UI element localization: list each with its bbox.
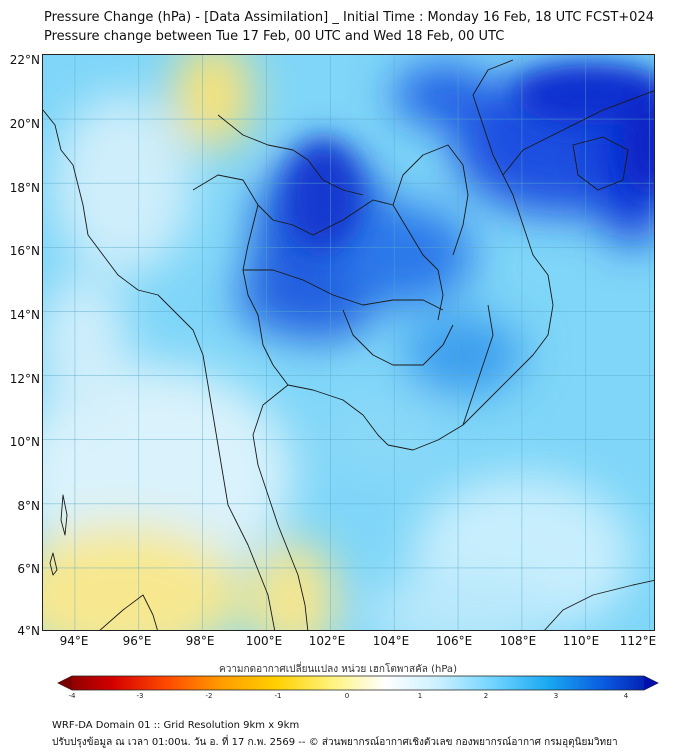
map-subtitle: Pressure change between Tue 17 Feb, 00 U… — [44, 29, 505, 44]
colorbar-tick: -1 — [274, 692, 282, 700]
colorbar-tick: -3 — [136, 692, 144, 700]
colorbar-tick: 4 — [623, 692, 629, 700]
lon-label-104e: 104°E — [372, 634, 410, 648]
lon-label-98e: 98°E — [185, 634, 215, 648]
colorbar-tick: 0 — [344, 692, 350, 700]
coastlines-and-borders — [43, 59, 654, 630]
colorbar-title: ความกดอากาศเปลี่ยนแปลง หน่วย เฮกโตพาสคัล… — [219, 664, 457, 675]
map-title: Pressure Change (hPa) - [Data Assimilati… — [44, 10, 654, 25]
colorbar-tick: 2 — [483, 692, 489, 700]
pressure-field-shading — [43, 55, 654, 630]
colorbar-max-arrow — [644, 676, 658, 690]
lon-label-110e: 110°E — [562, 634, 600, 648]
lon-label-106e: 106°E — [435, 634, 473, 648]
lon-label-112e: 112°E — [619, 634, 657, 648]
graticule — [43, 55, 654, 630]
lat-label-20n: 20°N — [9, 117, 40, 131]
colorbar-min-arrow — [58, 676, 72, 690]
lat-label-8n: 8°N — [17, 499, 40, 513]
lon-label-94e: 94°E — [59, 634, 89, 648]
colorbar-tick: 1 — [417, 692, 423, 700]
colorbar-tick: -2 — [205, 692, 213, 700]
lon-label-100e: 100°E — [245, 634, 283, 648]
pressure-change-map — [42, 54, 655, 631]
footer-update-info: ปรับปรุงข้อมูล ณ เวลา 01:00น. วัน อ. ที่… — [52, 737, 618, 748]
lat-label-16n: 16°N — [9, 244, 40, 258]
lat-label-10n: 10°N — [9, 435, 40, 449]
colorbar — [57, 675, 659, 691]
lat-label-4n: 4°N — [17, 624, 40, 638]
lat-label-18n: 18°N — [9, 181, 40, 195]
lat-label-14n: 14°N — [9, 308, 40, 322]
colorbar-tick: -4 — [68, 692, 76, 700]
footer-model-info: WRF-DA Domain 01 :: Grid Resolution 9km … — [52, 720, 300, 731]
colorbar-tick: 3 — [553, 692, 559, 700]
colorbar-ramp — [57, 675, 659, 691]
lat-label-22n: 22°N — [9, 53, 40, 67]
lat-label-6n: 6°N — [17, 562, 40, 576]
lon-label-102e: 102°E — [308, 634, 346, 648]
lon-label-96e: 96°E — [122, 634, 152, 648]
lat-label-12n: 12°N — [9, 372, 40, 386]
lon-label-108e: 108°E — [499, 634, 537, 648]
